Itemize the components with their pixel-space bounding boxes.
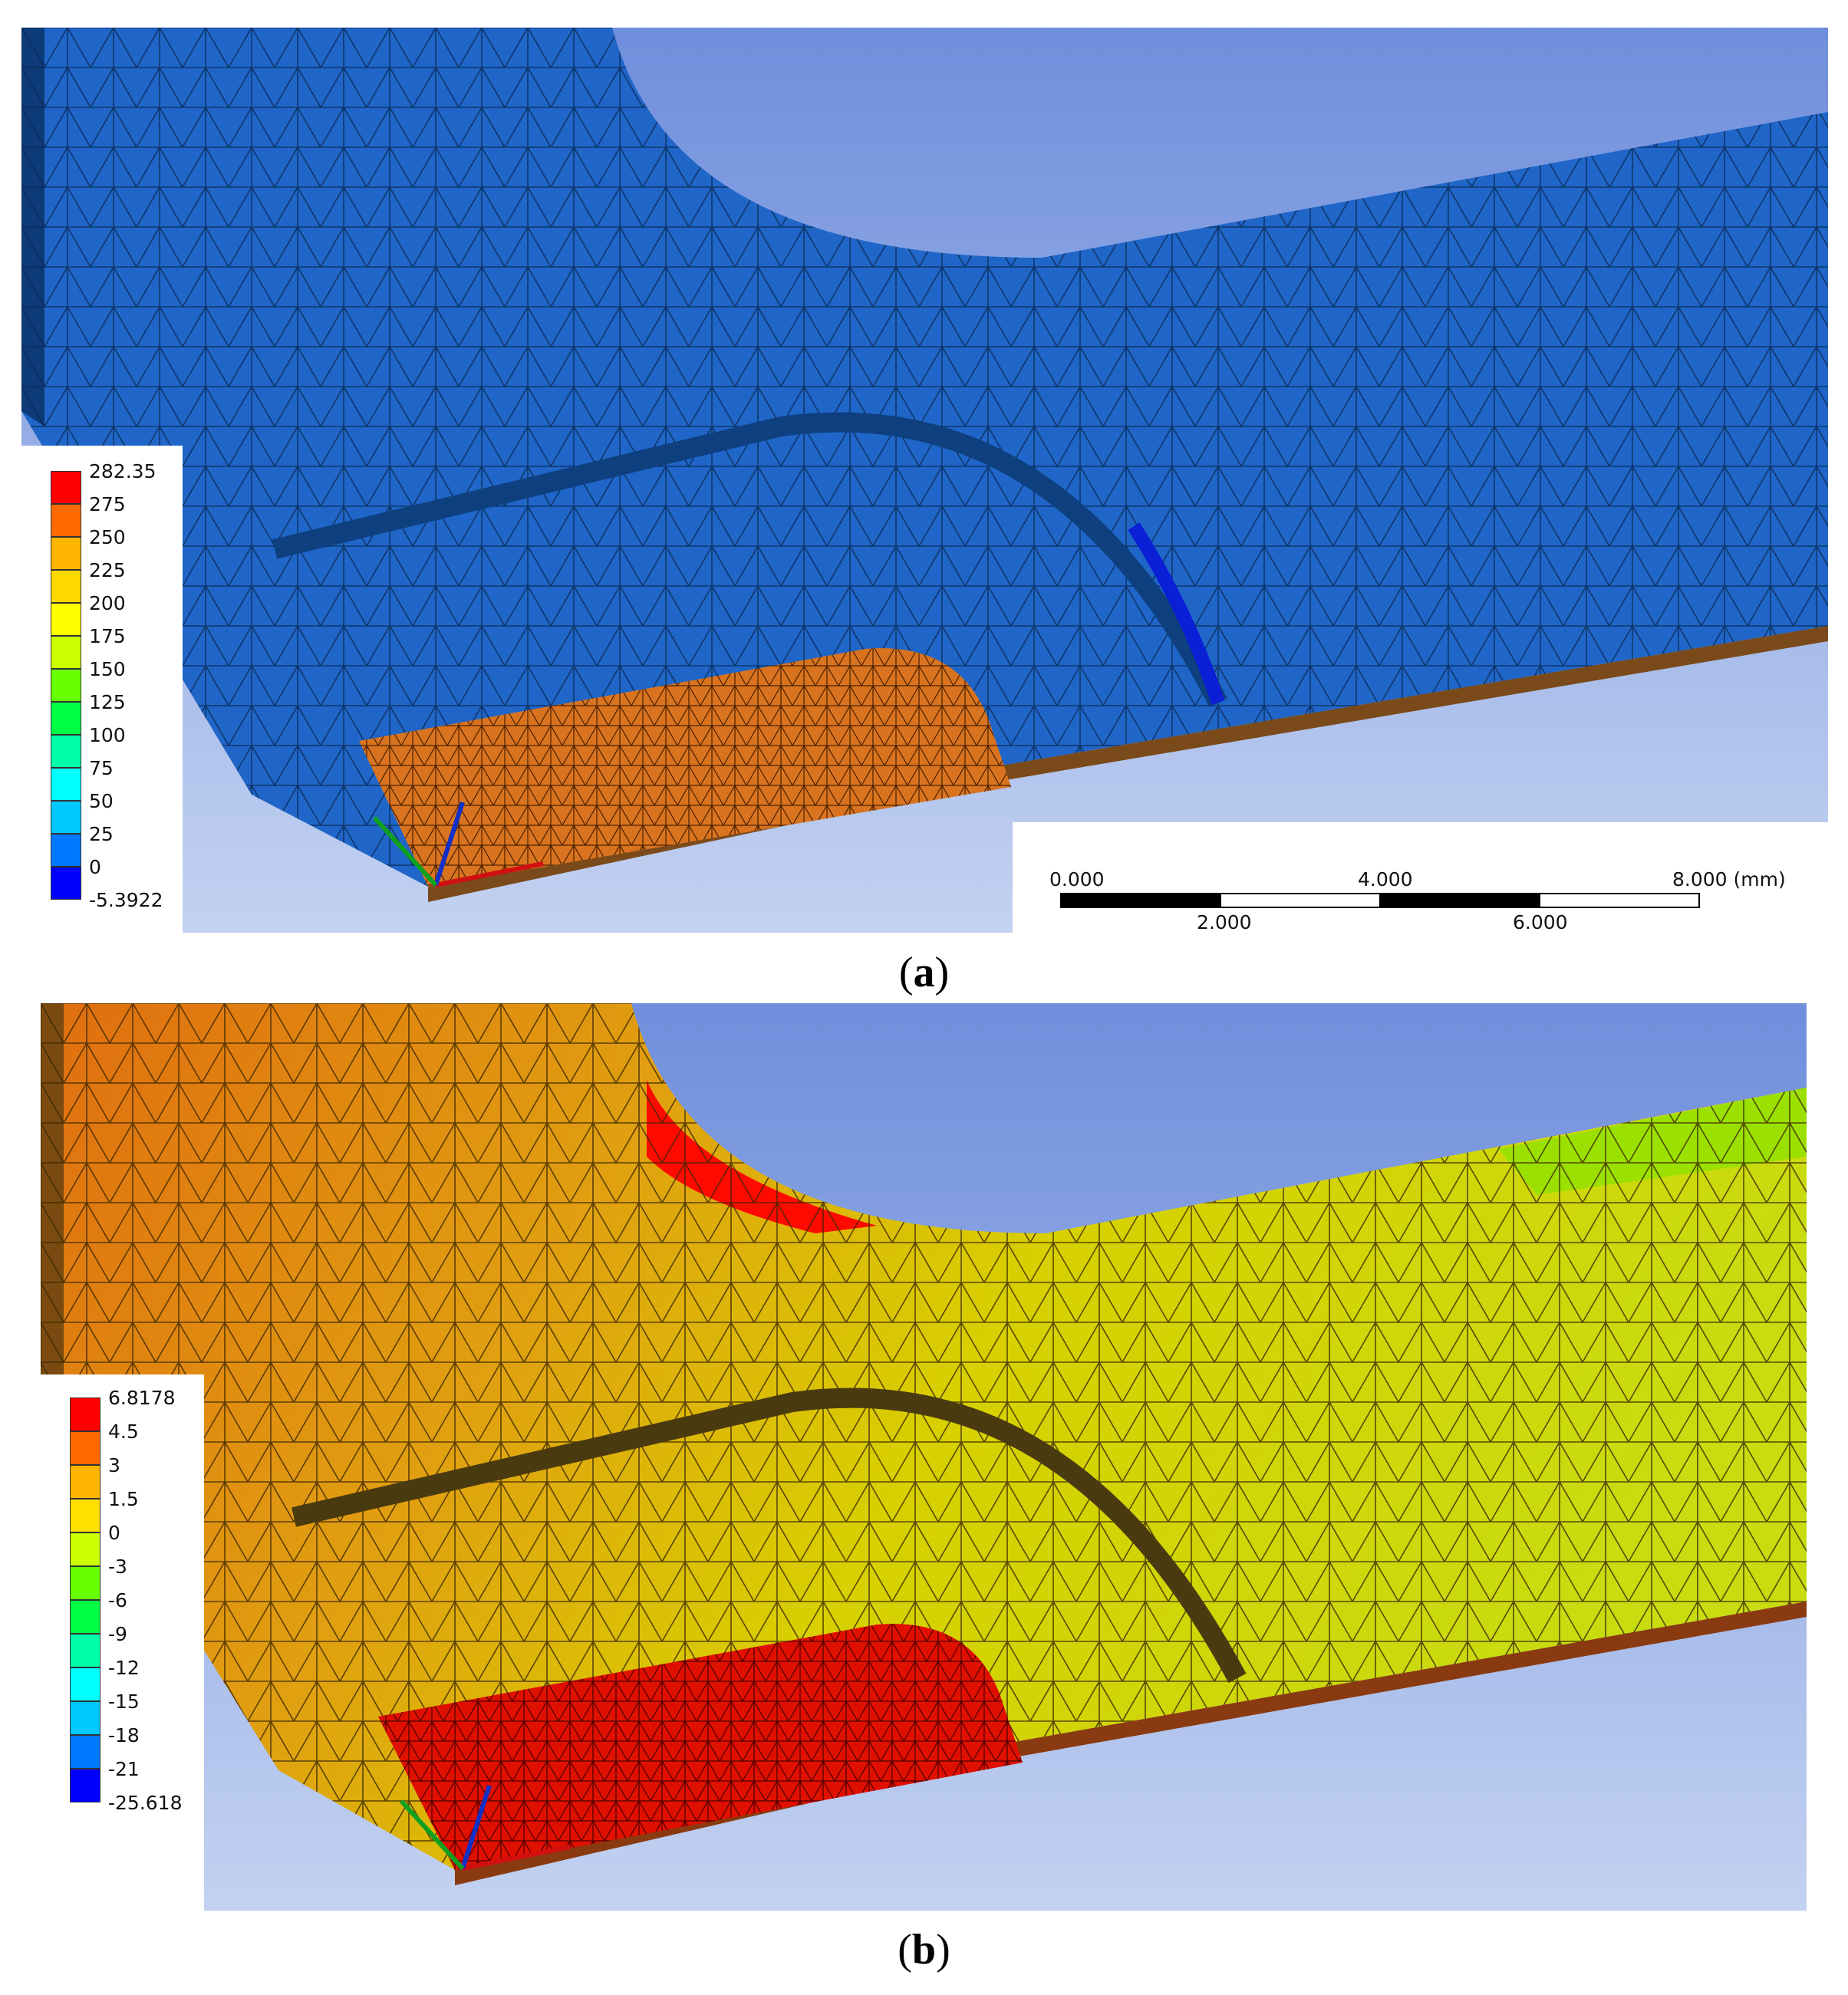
plate-mesh [21,28,1828,887]
legend-value: 1.5 [108,1488,139,1510]
legend-swatch [51,471,81,504]
legend-value: 275 [89,493,126,515]
legend-swatch [51,570,81,603]
legend-swatch [51,735,81,768]
legend-swatch [51,636,81,669]
legend-swatch [70,1431,100,1465]
legend-value: 0 [108,1522,120,1544]
caption-b: (b) [898,1926,950,1974]
legend-value: 0 [89,856,101,878]
legend-value: 6.8178 [108,1387,176,1409]
coordinate-triad-a [372,802,544,887]
legend-swatch [70,1566,100,1600]
caption-a: (a) [898,949,950,996]
model-viewport-a [21,28,1828,933]
legend-swatch [70,1397,100,1431]
scale-label-6: 6.000 [1513,911,1568,933]
legend-value: 100 [89,724,126,746]
contact-pad-mesh [378,1624,1023,1870]
legend-swatch [51,867,81,900]
color-legend-a: 282.35 275 250 225 200 175 150 125 100 75 50 25 0 -5.… [21,446,183,933]
scale-segment-2 [1220,893,1381,908]
legend-swatch [70,1667,100,1701]
legend-swatch [51,669,81,702]
legend-value: 50 [89,790,114,812]
scale-segment-4 [1539,893,1700,908]
legend-value: -12 [108,1657,140,1679]
legend-swatch [51,702,81,735]
caption-b-letter: b [911,1926,937,1974]
legend-value: -9 [108,1623,127,1645]
legend-value: -3 [108,1556,127,1578]
color-legend-b: 6.8178 4.5 3 1.5 0 -3 -6 -9 -12 -15 -18 -21 -25.618 [41,1374,204,1911]
scale-label-8: 8.000 (mm) [1672,868,1786,891]
legend-value: -15 [108,1690,140,1713]
legend-swatch [70,1532,100,1566]
legend-value: 282.35 [89,460,156,482]
legend-value: -18 [108,1724,140,1746]
legend-swatch [51,834,81,867]
plate-edge-bottom [455,1602,1807,1885]
legend-swatch [70,1600,100,1634]
legend-value: -21 [108,1758,140,1780]
legend-swatch [70,1499,100,1532]
legend-swatch [70,1701,100,1735]
scale-label-2: 2.000 [1197,911,1252,933]
legend-value: 200 [89,592,126,614]
legend-swatch [70,1735,100,1769]
legend-swatch [51,504,81,537]
legend-value: 150 [89,658,126,680]
legend-swatch [51,768,81,801]
legend-value: 4.5 [108,1421,139,1443]
legend-value: 225 [89,559,126,581]
scale-segment-3 [1379,893,1540,908]
scale-label-4: 4.000 [1358,868,1413,891]
legend-swatch [51,801,81,834]
groove [272,412,1227,707]
scale-segment-1 [1060,893,1221,908]
legend-swatch [51,537,81,570]
coordinate-triad-b [399,1785,571,1871]
legend-swatch [51,603,81,636]
scale-label-0: 0.000 [1049,868,1105,891]
legend-value: 125 [89,691,126,713]
legend-value: -6 [108,1589,127,1611]
legend-value: -25.618 [108,1792,183,1814]
legend-swatch [70,1465,100,1499]
legend-value: 75 [89,757,114,779]
legend-value: -5.3922 [89,889,163,911]
legend-value: 3 [108,1454,120,1476]
model-viewport-b [41,1003,1807,1911]
legend-value: 250 [89,526,126,548]
groove [292,1388,1247,1684]
fea-panel-b: 6.8178 4.5 3 1.5 0 -3 -6 -9 -12 -15 -18 -21 -25.618 [41,1003,1807,1911]
legend-swatch [70,1634,100,1667]
legend-swatch [70,1769,100,1802]
legend-value: 25 [89,823,114,845]
fea-panel-a: 282.35 275 250 225 200 175 150 125 100 75 50 25 0 -5.… [21,28,1828,933]
legend-value: 175 [89,625,126,647]
plate-mesh [41,1003,1807,1870]
scale-bar: 0.000 4.000 8.000 (mm) 2.000 6.000 [1013,822,1828,933]
caption-a-letter: a [913,949,935,996]
contact-pad-mesh [359,648,1011,887]
groove-highlight [1128,522,1225,705]
plate-edge-bottom [428,626,1828,902]
